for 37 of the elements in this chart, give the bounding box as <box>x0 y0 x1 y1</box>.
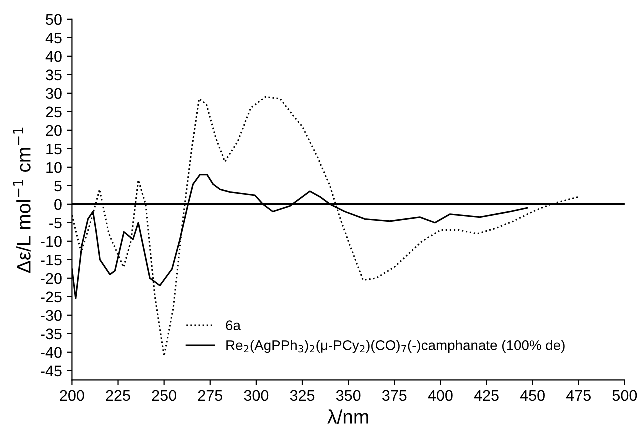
legend-label: 6a <box>226 320 241 330</box>
y-tick-label: 5 <box>54 180 62 192</box>
x-tick-label: 450 <box>520 390 545 402</box>
y-tick-label: 25 <box>46 106 62 118</box>
x-tick-label: 350 <box>336 390 361 402</box>
y-tick-label: 10 <box>46 162 62 174</box>
x-tick-label: 500 <box>612 390 638 402</box>
y-tick-label: -35 <box>41 328 62 340</box>
y-tick-label: 40 <box>46 51 62 62</box>
x-tick-label: 300 <box>244 390 269 402</box>
x-tick-label: 375 <box>382 390 407 402</box>
y-tick-label: -15 <box>41 254 62 266</box>
text: Re$_{2}$(AgPPh$_{3}$)$_{2}$(μ-PCy$_{2}$)(CO)$_{7}$(-)camphanate (100% de) <box>226 340 565 354</box>
y-tick-label: 45 <box>46 32 62 44</box>
y-tick-label: 35 <box>46 70 62 81</box>
y-tick-label: 0 <box>54 199 62 210</box>
x-tick-label: 425 <box>474 390 499 402</box>
y-tick-label: -25 <box>41 292 62 303</box>
x-tick-label: 275 <box>198 390 222 402</box>
y-tick-label: 50 <box>46 14 62 26</box>
y-tick-label: -30 <box>41 310 62 322</box>
y-tick-label: -45 <box>41 366 62 377</box>
y-tick-label: 20 <box>46 125 62 136</box>
y-tick-label: -10 <box>41 236 62 248</box>
y-axis-title: Δε/L mol$^{−1}$ cm$^{−1}$ <box>13 128 31 274</box>
x-tick-label: 250 <box>152 390 176 402</box>
x-tick-label: 200 <box>60 390 84 402</box>
x-tick-label: 325 <box>290 390 315 402</box>
y-tick-label: 15 <box>46 144 62 155</box>
x-tick-label: 225 <box>106 390 130 402</box>
x-tick-label: 475 <box>566 390 591 402</box>
y-tick-label: -20 <box>41 273 62 284</box>
y-tick-label: 30 <box>46 88 62 100</box>
x-axis-title: λ/nm <box>328 410 368 424</box>
y-tick-label: -40 <box>41 347 62 358</box>
x-tick-label: 400 <box>428 390 453 402</box>
y-tick-label: -5 <box>50 218 62 229</box>
